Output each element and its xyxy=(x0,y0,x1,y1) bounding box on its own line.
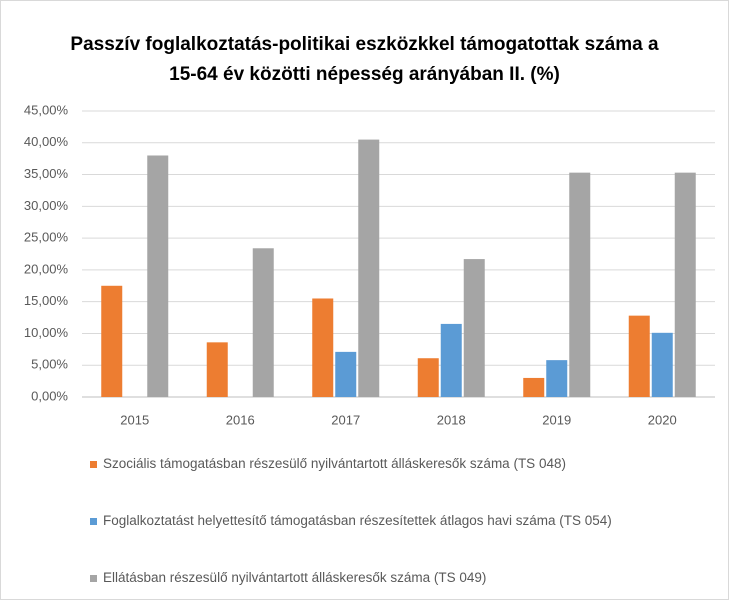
bar xyxy=(335,351,357,397)
y-tick-label: 5,00% xyxy=(31,357,68,372)
y-tick-label: 40,00% xyxy=(24,134,69,149)
legend-item: Ellátásban részesülő nyilvántartott állá… xyxy=(90,566,680,590)
bar xyxy=(206,342,228,397)
bar xyxy=(523,377,545,397)
x-tick-label: 2016 xyxy=(226,412,255,427)
bar xyxy=(101,285,123,397)
bar xyxy=(463,259,485,397)
y-tick-label: 20,00% xyxy=(24,261,69,276)
bar xyxy=(147,155,169,397)
x-tick-label: 2018 xyxy=(437,412,466,427)
y-tick-label: 30,00% xyxy=(24,198,69,213)
bar xyxy=(569,172,591,397)
x-tick-label: 2015 xyxy=(120,412,149,427)
bar xyxy=(358,139,380,397)
bar xyxy=(674,172,696,397)
y-tick-label: 0,00% xyxy=(31,388,68,403)
x-tick-label: 2020 xyxy=(648,412,677,427)
legend-swatch xyxy=(90,460,97,468)
legend-label: Szociális támogatásban részesülő nyilván… xyxy=(103,456,566,471)
legend-swatch xyxy=(90,517,97,525)
legend-item: Foglalkoztatást helyettesítő támogatásba… xyxy=(90,509,680,533)
chart: 0,00% 5,00% 10,00% 15,00% 20,00% 25,00% 30,00%… xyxy=(24,102,715,427)
legend-label: Foglalkoztatást helyettesítő támogatásba… xyxy=(103,513,612,528)
bar xyxy=(417,358,439,397)
legend-item: Szociális támogatásban részesülő nyilván… xyxy=(90,452,680,476)
chart-title: Passzív foglalkoztatás-politikai eszközk… xyxy=(70,34,659,85)
bar xyxy=(546,360,568,397)
bar xyxy=(440,323,462,397)
bar xyxy=(628,315,650,397)
y-tick-label: 15,00% xyxy=(24,293,69,308)
y-tick-label: 10,00% xyxy=(24,325,69,340)
y-tick-label: 25,00% xyxy=(24,230,69,245)
x-tick-label: 2019 xyxy=(542,412,571,427)
bar xyxy=(651,332,673,397)
y-tick-label: 45,00% xyxy=(24,102,69,117)
x-tick-label: 2017 xyxy=(331,412,360,427)
bar xyxy=(252,248,274,397)
bar xyxy=(312,298,334,397)
legend-swatch xyxy=(90,574,97,582)
y-tick-label: 35,00% xyxy=(24,166,69,181)
legend-label: Ellátásban részesülő nyilvántartott állá… xyxy=(103,570,487,585)
